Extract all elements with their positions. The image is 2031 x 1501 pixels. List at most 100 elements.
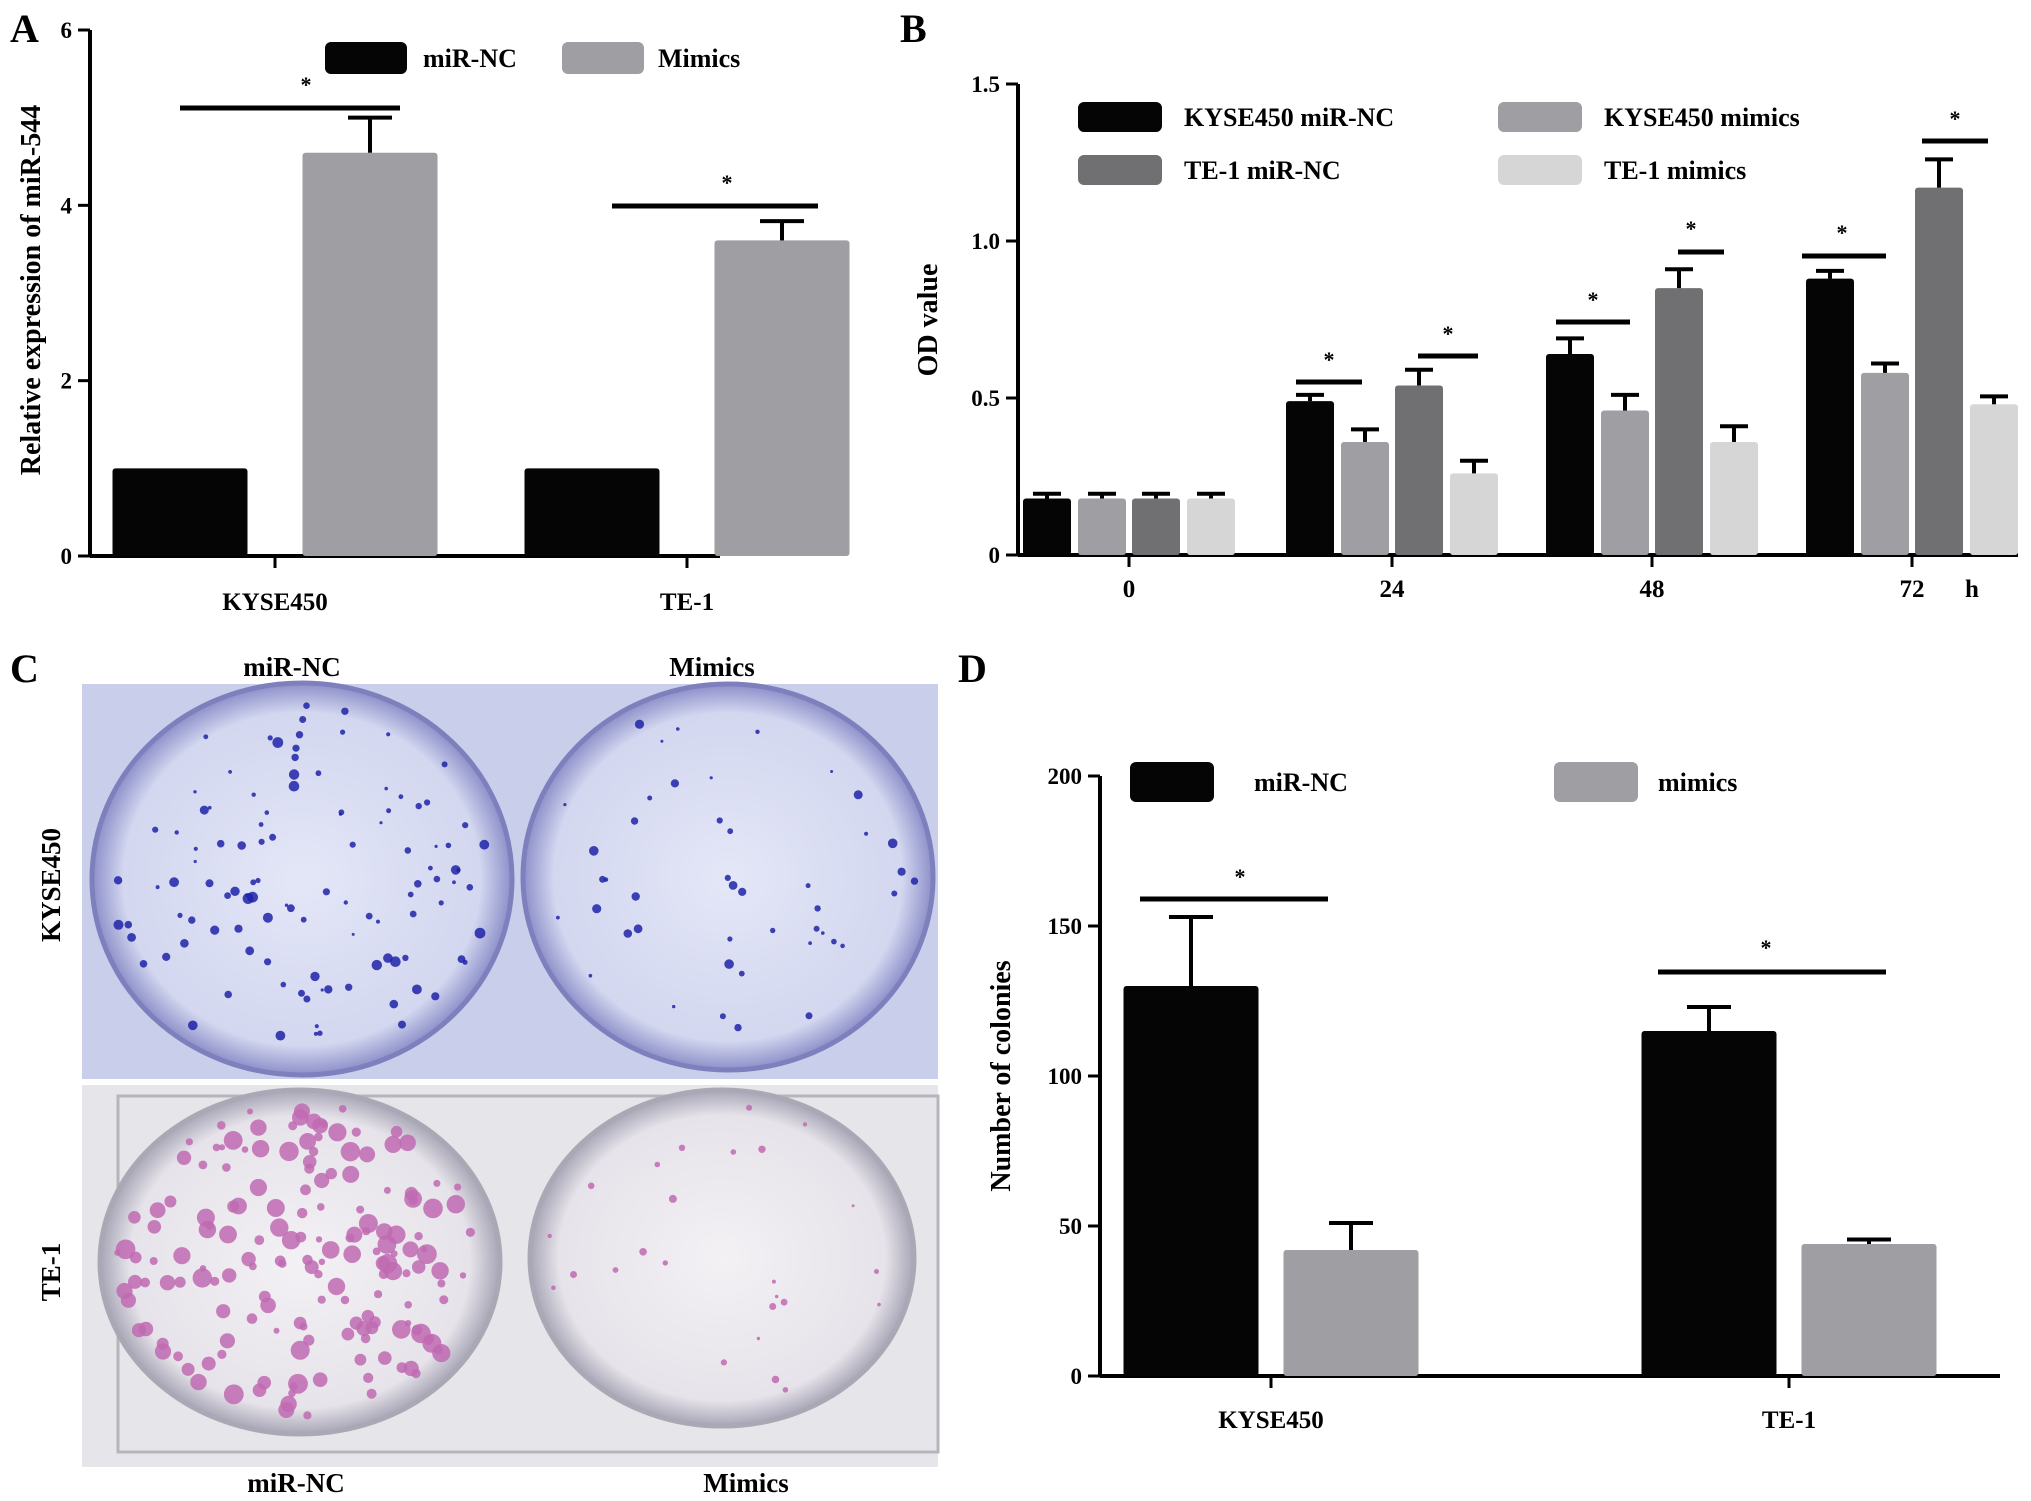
- legend-swatch: [1078, 102, 1162, 132]
- legend-label: mimics: [1658, 768, 1737, 797]
- y-axis-label: OD value: [913, 264, 944, 377]
- colony-dot: [390, 1125, 403, 1138]
- dish-te1-mimics: [527, 1087, 917, 1429]
- colony-dot: [371, 959, 382, 971]
- colony-dot: [428, 865, 433, 871]
- colony-dot: [365, 912, 373, 920]
- colony-dot: [431, 1262, 449, 1280]
- colony-dot: [322, 888, 330, 896]
- bar: [1450, 473, 1498, 555]
- colony-dot: [479, 839, 490, 850]
- bar: [1023, 498, 1071, 555]
- colony-dot: [389, 999, 399, 1009]
- colony-dot: [177, 912, 183, 919]
- colony-dot: [349, 841, 356, 848]
- colony-dot: [774, 1294, 779, 1299]
- colony-dot: [366, 1388, 377, 1399]
- colony-dot: [188, 1020, 198, 1031]
- bar: [302, 152, 438, 556]
- colony-dot: [250, 1119, 267, 1136]
- bar: [1915, 187, 1963, 555]
- colony-dot: [462, 822, 469, 829]
- colony-dot: [156, 1337, 169, 1350]
- colony-dot: [414, 880, 422, 888]
- colony-dot: [404, 847, 412, 854]
- colony-dot: [294, 1103, 310, 1120]
- colony-dot: [203, 734, 209, 740]
- colony-dot: [384, 786, 389, 791]
- colony-dot: [327, 1277, 346, 1296]
- colony-dot: [877, 1302, 881, 1307]
- colony-dot: [384, 1262, 403, 1281]
- colony-dot: [450, 865, 461, 875]
- colony-dot: [398, 794, 404, 800]
- colony-dot: [887, 838, 898, 849]
- colony-dot: [338, 809, 345, 816]
- colony-dot: [140, 1277, 151, 1288]
- colony-dot: [378, 1351, 392, 1365]
- colony-dot: [454, 1183, 462, 1191]
- colony-dot: [341, 1327, 355, 1341]
- colony-dot: [217, 1121, 226, 1130]
- colony-dot: [383, 1186, 391, 1194]
- colony-dot: [891, 890, 898, 897]
- colony-dot: [247, 891, 258, 903]
- colony-dot: [780, 1298, 788, 1306]
- colony-dot: [262, 912, 273, 923]
- colony-dot: [208, 805, 212, 810]
- colony-dot: [359, 1146, 376, 1163]
- colony-dot: [224, 892, 232, 899]
- colony-dot: [257, 1375, 272, 1390]
- x-category-label: 48: [1640, 576, 1665, 603]
- legend-label: TE-1 mimics: [1604, 156, 1746, 185]
- colony-dot: [290, 1340, 310, 1360]
- y-tick-label: 0: [1071, 1364, 1083, 1389]
- colony-dot: [218, 1144, 226, 1151]
- colony-dot: [201, 1356, 216, 1371]
- colony-dot: [246, 1313, 258, 1324]
- colony-dot: [198, 1160, 208, 1170]
- significance-star: *: [1761, 935, 1772, 960]
- colony-dot: [412, 984, 422, 995]
- colony-dot: [250, 879, 257, 886]
- colony-dot: [345, 983, 353, 991]
- panel-letter-a: A: [10, 6, 39, 51]
- colony-dot: [281, 1231, 301, 1250]
- colony-dot: [149, 1202, 166, 1219]
- colony-dot: [251, 1140, 270, 1158]
- colony-dot: [338, 1105, 347, 1113]
- bar: [1286, 401, 1334, 555]
- colony-dot: [392, 1320, 411, 1339]
- colony-dot: [318, 1258, 326, 1266]
- colony-dot: [343, 1245, 362, 1263]
- bar: [1655, 288, 1703, 555]
- colony-dot: [288, 1373, 308, 1394]
- colony-dot: [228, 770, 233, 774]
- bar: [1806, 278, 1854, 555]
- x-category-label: TE-1: [1762, 1407, 1816, 1434]
- colony-dot: [230, 886, 240, 896]
- colony-dot: [592, 904, 602, 914]
- significance-star: *: [1235, 864, 1246, 889]
- colony-dot: [662, 1260, 668, 1266]
- colony-dot: [180, 939, 189, 948]
- colony-dot: [720, 1359, 728, 1366]
- colony-dot: [660, 739, 664, 743]
- colony-dot: [770, 927, 776, 934]
- y-tick-label: 1.5: [971, 72, 1000, 97]
- colony-dot: [630, 817, 639, 825]
- colony-dot: [317, 1295, 326, 1304]
- colony-dot: [343, 900, 348, 905]
- colony-dot: [633, 924, 643, 934]
- colony-dot: [459, 1272, 467, 1279]
- colony-dot: [402, 1241, 419, 1258]
- colony-dot: [264, 810, 270, 815]
- bar: [1132, 498, 1180, 555]
- colony-dot: [802, 1122, 808, 1127]
- y-tick-label: 4: [61, 193, 73, 218]
- colony-dot: [446, 1195, 465, 1214]
- colony-dot: [315, 1236, 323, 1243]
- colony-dot: [192, 1268, 212, 1288]
- colony-dot: [734, 1023, 742, 1032]
- colony-dot: [437, 1279, 446, 1288]
